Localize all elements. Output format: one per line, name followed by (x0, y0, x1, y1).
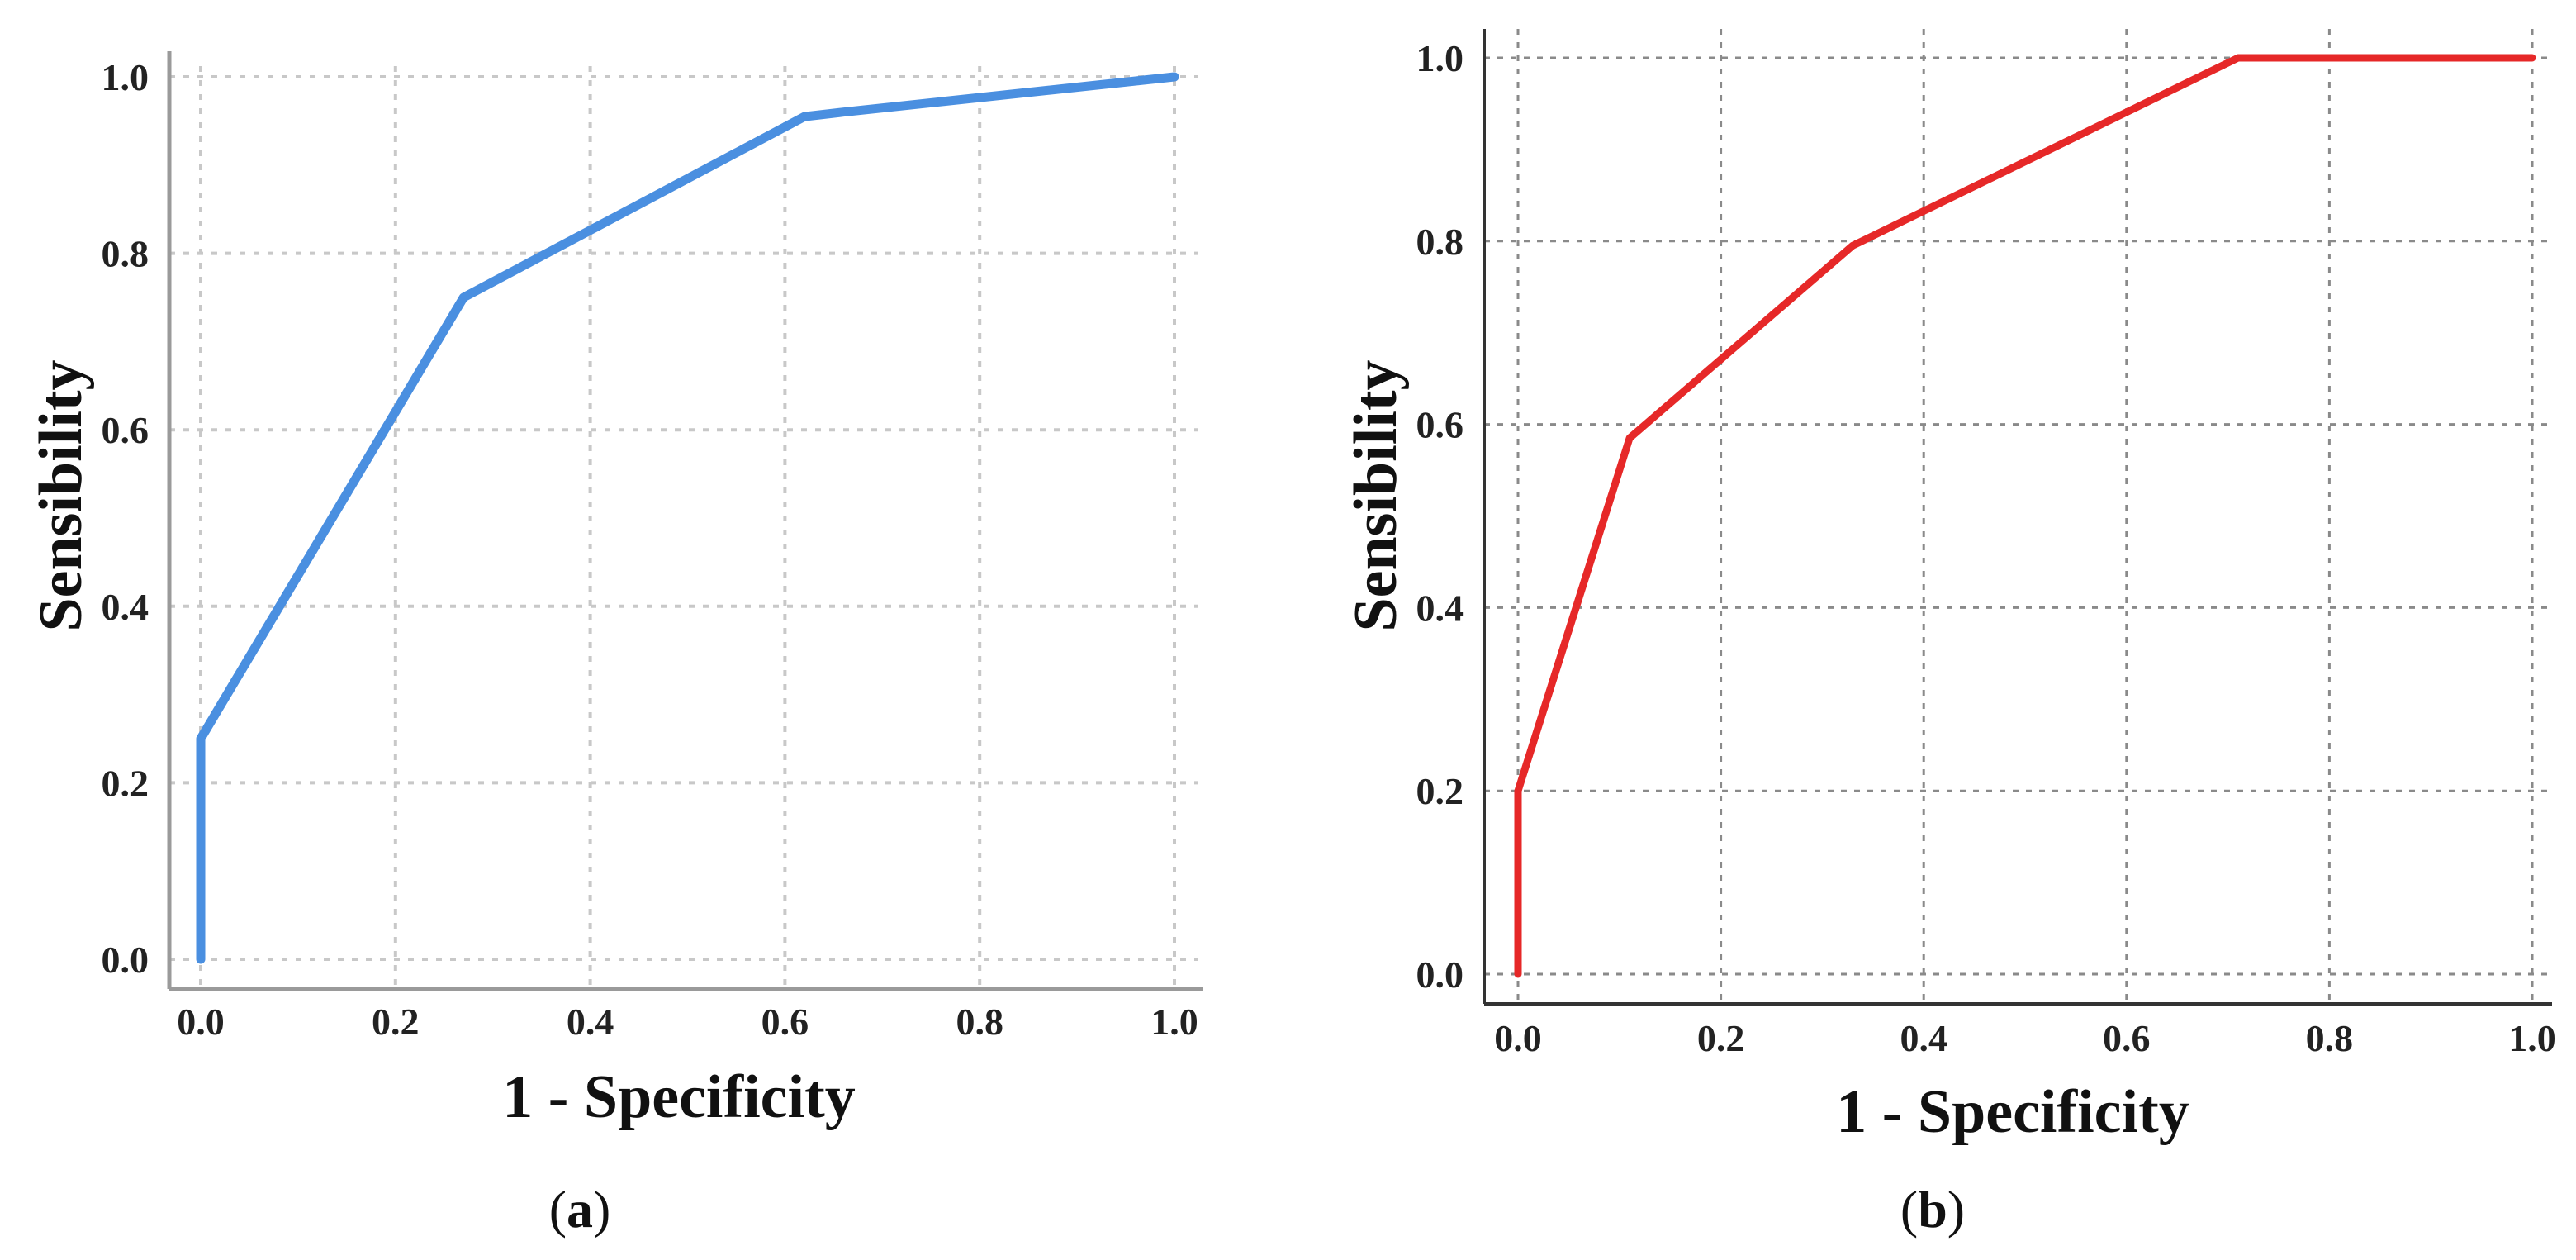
roc-curve-a (196, 72, 1179, 964)
y-tick-label: 1.0 (102, 56, 149, 98)
y-tick-label: 0.2 (1416, 770, 1464, 812)
y-tick-label: 0.6 (1416, 404, 1464, 446)
y-tick-label: 0.6 (102, 409, 149, 451)
x-tick-label: 0.4 (567, 1001, 614, 1043)
x-tick-label: 1.0 (1150, 1001, 1198, 1043)
x-axis-title-a: 1 - Specificity (502, 1063, 855, 1131)
roc-curve-b (1514, 54, 2536, 978)
grid-a (169, 66, 1198, 989)
x-ticks-b: 0.0 0.2 0.4 0.6 0.8 1.0 (1494, 1017, 2556, 1059)
x-tick-label: 0.4 (1900, 1017, 1947, 1059)
y-tick-label: 0.0 (1416, 953, 1464, 996)
x-tick-label: 0.6 (2103, 1017, 2151, 1059)
y-tick-label: 0.0 (102, 939, 149, 981)
y-tick-label: 0.4 (1416, 587, 1464, 629)
y-axis-title-a: Sensibility (27, 360, 95, 632)
x-tick-label: 0.8 (956, 1001, 1003, 1043)
y-tick-label: 1.0 (1416, 37, 1464, 79)
y-ticks-b: 0.0 0.2 0.4 0.6 0.8 1.0 (1416, 37, 1464, 996)
y-tick-label: 0.8 (1416, 221, 1464, 263)
panel-label-b: (b) (1900, 1180, 1965, 1239)
x-tick-label: 0.2 (1697, 1017, 1745, 1059)
x-tick-label: 0.2 (372, 1001, 420, 1043)
y-ticks-a: 0.0 0.2 0.4 0.6 0.8 1.0 (102, 56, 149, 981)
chart-panel-b: 0.0 0.2 0.4 0.6 0.8 1.0 0.0 0.2 0.4 0.6 … (1342, 29, 2556, 1239)
panel-label-a: (a) (549, 1180, 611, 1239)
x-tick-label: 0.8 (2306, 1017, 2354, 1059)
x-axis-title-b: 1 - Specificity (1836, 1078, 2189, 1146)
chart-panel-a: 0.0 0.2 0.4 0.6 0.8 1.0 0.0 0.2 0.4 0.6 … (27, 51, 1203, 1239)
x-tick-label: 0.0 (177, 1001, 225, 1043)
x-tick-label: 0.0 (1494, 1017, 1542, 1059)
y-axis-title-b: Sensibility (1342, 360, 1410, 632)
x-ticks-a: 0.0 0.2 0.4 0.6 0.8 1.0 (177, 1001, 1198, 1043)
grid-b (1484, 29, 2552, 1004)
y-tick-label: 0.4 (102, 586, 149, 628)
y-tick-label: 0.8 (102, 233, 149, 275)
x-tick-label: 0.6 (761, 1001, 809, 1043)
y-tick-label: 0.2 (102, 762, 149, 804)
x-tick-label: 1.0 (2508, 1017, 2556, 1059)
